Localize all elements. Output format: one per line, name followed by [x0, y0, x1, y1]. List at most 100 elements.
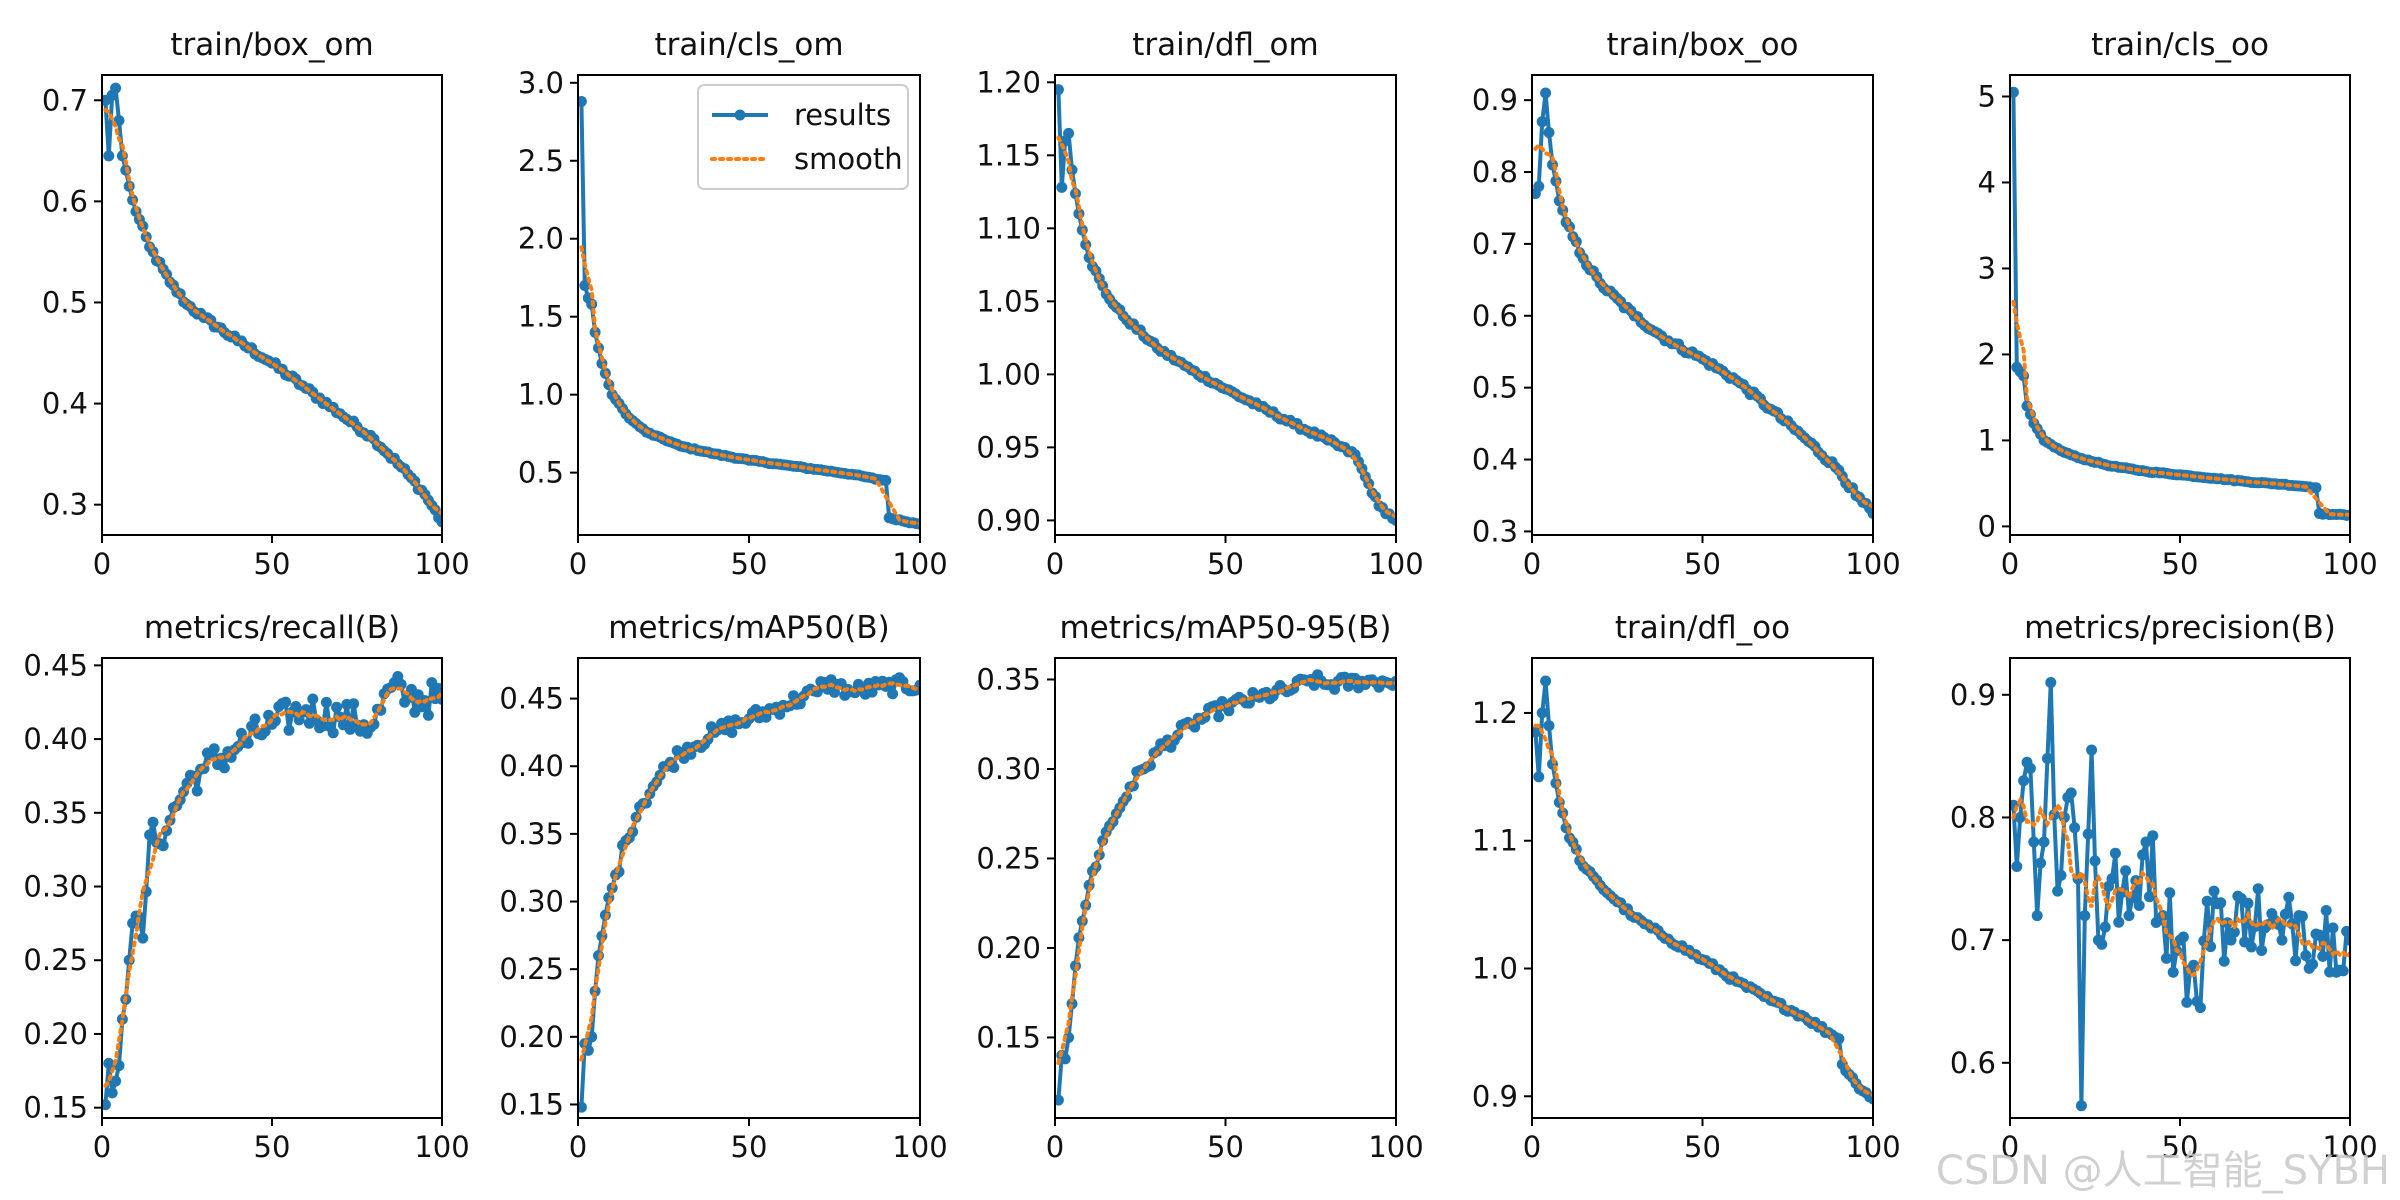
results-point: [2327, 922, 2339, 934]
y-tick-label: 0.30: [499, 885, 564, 919]
results-point: [2120, 865, 2132, 877]
x-tick-label: 50: [1207, 1130, 1244, 1164]
results-point: [2242, 897, 2254, 909]
y-tick-label: 0.5: [42, 285, 88, 319]
axes-frame: [101, 74, 443, 536]
legend-smooth-label: smooth: [794, 142, 903, 176]
x-tick-label: 50: [254, 547, 291, 581]
smooth-series-line: [2011, 795, 2350, 977]
results-point: [2194, 1002, 2206, 1014]
x-tick-label: 50: [1207, 547, 1244, 581]
results-point: [2109, 847, 2121, 859]
y-tick-label: 0.6: [42, 184, 88, 218]
results-point: [2133, 900, 2145, 911]
y-tick-label: 5: [1978, 79, 1996, 113]
results-point: [866, 686, 878, 698]
results-series-line: [2011, 680, 2350, 1108]
y-tick-label: 3.0: [518, 66, 564, 100]
results-point: [103, 1057, 115, 1069]
results-point: [1223, 705, 1235, 717]
results-point: [2137, 849, 2149, 861]
smooth-series-line: [1533, 723, 1873, 1097]
plot-area: [1532, 675, 1873, 1105]
axes-frame: [101, 657, 443, 1119]
y-tick-label: 0.30: [976, 752, 1041, 786]
results-point: [433, 683, 442, 694]
axes-frame: [1054, 74, 1397, 536]
smooth-series-line: [1533, 142, 1873, 509]
x-tick-label: 0: [93, 1130, 111, 1164]
results-point: [2245, 941, 2257, 953]
results-point: [320, 696, 332, 708]
results-point: [2055, 869, 2067, 881]
x-tick-label: 50: [254, 1130, 291, 1164]
results-point: [2010, 86, 2019, 98]
y-tick-label: 1: [1978, 423, 1996, 457]
results-point: [157, 840, 169, 852]
results-point: [2337, 965, 2349, 977]
results-point: [726, 727, 738, 739]
results-point: [1533, 180, 1545, 192]
results-point: [2300, 950, 2312, 961]
results-point: [110, 82, 122, 94]
results-point: [589, 985, 601, 997]
results-point: [2164, 887, 2176, 899]
plot-area: [578, 96, 920, 530]
y-tick-label: 0.8: [1472, 155, 1518, 189]
results-point: [436, 516, 442, 528]
chart-panel: train/cls_oo 0 50 100 0 1 2 3 4 5: [1978, 27, 2378, 581]
results-point: [2041, 753, 2053, 764]
results-point: [259, 725, 271, 737]
y-tick-label: 0.5: [518, 456, 564, 490]
results-point: [1536, 116, 1548, 128]
y-tick-label: 0.35: [499, 817, 564, 851]
smooth-series-line: [579, 681, 920, 1062]
results-point: [1059, 1053, 1071, 1065]
results-point: [2341, 925, 2350, 937]
results-point: [348, 698, 360, 710]
y-tick-label: 0.30: [23, 870, 88, 904]
results-point: [106, 1087, 118, 1099]
chart-title: metrics/mAP50-95(B): [1059, 610, 1391, 646]
results-point: [110, 1075, 122, 1087]
x-tick-label: 0: [1046, 1130, 1064, 1164]
results-point: [2310, 482, 2322, 494]
results-point: [2143, 891, 2155, 903]
axes-frame: [577, 657, 921, 1119]
chart-title: train/box_om: [170, 27, 373, 63]
results-point: [1213, 711, 1225, 723]
axes-frame: [2009, 657, 2351, 1119]
x-tick-label: 0: [1046, 547, 1064, 581]
watermark-text: CSDN @人工智能_SYBH: [1935, 1148, 2390, 1194]
chart-panel: train/dfl_oo 0 50 100 0.9 1.0 1.1 1.2: [1472, 610, 1901, 1164]
results-point: [1540, 87, 1552, 99]
y-tick-label: 0.25: [976, 841, 1041, 875]
y-tick-label: 0.5: [1472, 371, 1518, 405]
smooth-series-line: [1056, 135, 1396, 519]
chart-panel: train/cls_om 0 50 100 0.5 1.0 1.5 2.0 2.5 3.0 resu…: [518, 27, 948, 581]
results-point: [218, 762, 230, 774]
y-tick-label: 0.8: [1950, 800, 1996, 834]
axes-frame: [577, 74, 921, 536]
results-point: [113, 115, 125, 126]
results-point: [2099, 921, 2111, 933]
results-point: [402, 692, 414, 704]
results-point: [331, 701, 343, 713]
results-point: [2208, 885, 2220, 897]
results-point: [2283, 891, 2295, 903]
y-tick-label: 2.5: [518, 144, 564, 178]
results-point: [1063, 127, 1075, 139]
plot-area: [578, 672, 920, 1113]
x-tick-label: 50: [731, 1130, 768, 1164]
results-point: [2181, 996, 2193, 1008]
y-tick-label: 0.35: [976, 662, 1041, 696]
y-tick-label: 0.45: [23, 648, 88, 682]
results-point: [2086, 744, 2098, 756]
results-point: [2344, 934, 2350, 946]
x-tick-label: 100: [414, 1130, 469, 1164]
results-point: [2031, 910, 2043, 922]
chart-panel: metrics/precision(B) 0 50 100 0.6 0.7 0.8 0.9: [1950, 610, 2378, 1164]
results-point: [2177, 931, 2189, 943]
legend-results-marker: [734, 109, 746, 121]
